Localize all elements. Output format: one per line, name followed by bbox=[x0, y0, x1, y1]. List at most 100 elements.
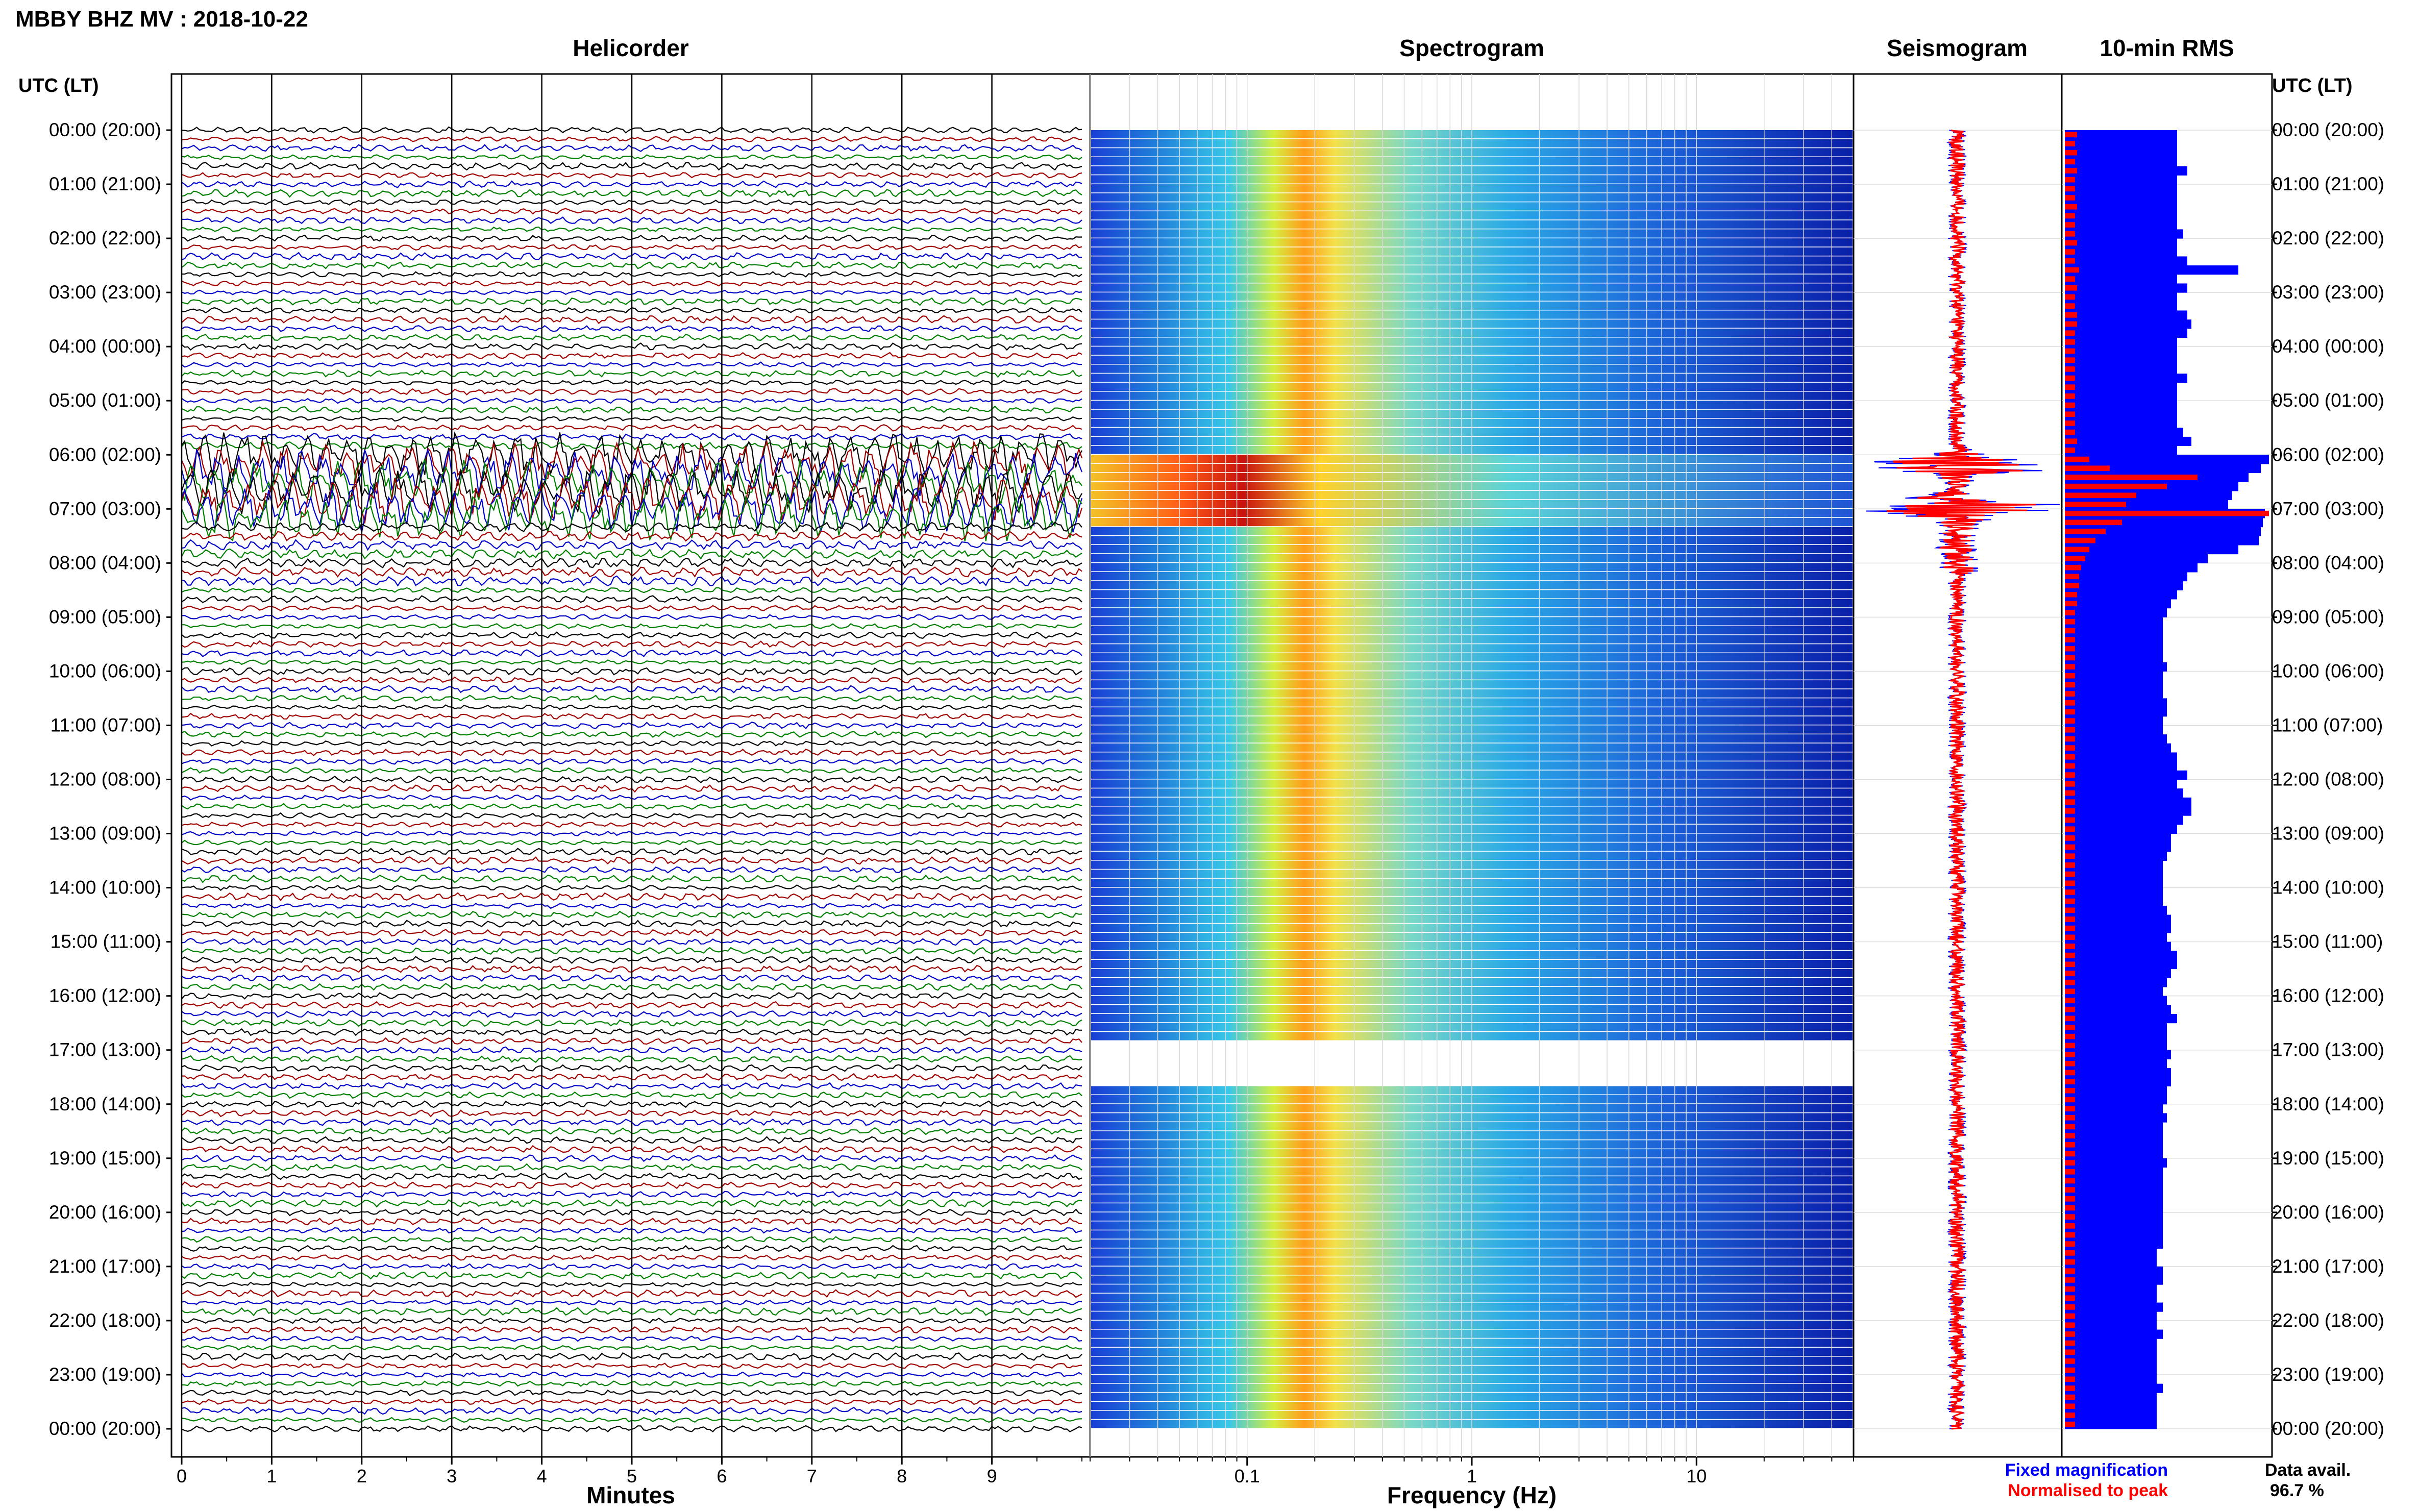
rms-fixed-bar bbox=[2065, 671, 2163, 681]
time-tick-label-left: 06:00 (02:00) bbox=[49, 444, 161, 465]
spectrogram-grid bbox=[1090, 74, 1854, 1457]
rms-normalised-bar bbox=[2065, 240, 2077, 246]
rms-normalised-bar bbox=[2065, 979, 2075, 985]
rms-normalised-bar bbox=[2065, 718, 2075, 724]
minute-tick-label: 1 bbox=[266, 1466, 277, 1486]
rms-normalised-bar bbox=[2065, 700, 2075, 706]
minute-tick-label: 4 bbox=[537, 1466, 547, 1486]
time-tick-label-left: 16:00 (12:00) bbox=[49, 985, 161, 1006]
rms-normalised-bar bbox=[2065, 1304, 2075, 1310]
rms-normalised-bar bbox=[2065, 1385, 2075, 1391]
rms-fixed-bar bbox=[2065, 1032, 2167, 1042]
rms-normalised-bar bbox=[2065, 231, 2075, 237]
rms-fixed-bar bbox=[2065, 1239, 2163, 1249]
rms-normalised-bar bbox=[2065, 853, 2075, 859]
rms-fixed-bar bbox=[2065, 806, 2191, 816]
rms-fixed-bar bbox=[2065, 175, 2177, 185]
rms-normalised-bar bbox=[2065, 601, 2077, 607]
rms-fixed-bar bbox=[2065, 572, 2187, 582]
rms-fixed-bar bbox=[2065, 617, 2163, 627]
seismogram-panel bbox=[1853, 73, 2063, 1458]
rms-normalised-bar bbox=[2065, 1394, 2075, 1400]
helicorder-panel-title: Helicorder bbox=[573, 35, 689, 61]
rms-fixed-bar bbox=[2065, 932, 2167, 943]
rms-normalised-bar bbox=[2065, 502, 2126, 507]
time-tick-label-right: 04:00 (00:00) bbox=[2272, 336, 2384, 357]
rms-fixed-bar bbox=[2065, 554, 2208, 563]
time-tick-label-right: 05:00 (01:00) bbox=[2272, 390, 2384, 411]
rms-normalised-bar bbox=[2065, 348, 2075, 354]
rms-fixed-bar bbox=[2065, 1149, 2163, 1159]
rms-normalised-bar bbox=[2065, 971, 2075, 976]
time-tick-label-left: 00:00 (20:00) bbox=[49, 1418, 161, 1439]
rms-fixed-bar bbox=[2065, 698, 2167, 708]
rms-normalised-bar bbox=[2065, 961, 2075, 968]
minute-tick-label: 5 bbox=[627, 1466, 637, 1486]
rms-normalised-bar bbox=[2065, 276, 2075, 282]
rms-fixed-bar bbox=[2065, 1356, 2157, 1366]
legend-normalised-to-peak: Normalised to peak bbox=[2008, 1481, 2168, 1500]
time-tick-label-right: 19:00 (15:00) bbox=[2272, 1148, 2384, 1169]
rms-normalised-bar bbox=[2065, 844, 2075, 850]
rms-normalised-bar bbox=[2065, 303, 2075, 309]
time-tick-label-right: 12:00 (08:00) bbox=[2272, 769, 2384, 790]
rms-normalised-bar bbox=[2065, 339, 2075, 345]
minute-tick-label: 0 bbox=[177, 1466, 187, 1486]
rms-normalised-bar bbox=[2065, 1241, 2075, 1247]
rms-normalised-bar bbox=[2065, 375, 2075, 381]
rms-normalised-bar bbox=[2065, 510, 2269, 516]
rms-normalised-bar bbox=[2065, 664, 2075, 670]
rms-fixed-bar bbox=[2065, 851, 2167, 861]
rms-normalised-bar bbox=[2065, 1060, 2075, 1067]
rms-normalised-bar bbox=[2065, 1349, 2075, 1355]
rms-normalised-bar bbox=[2065, 465, 2110, 472]
helicorder-x-axis: 0 1 2 3 4 5 6 7 8 9 bbox=[177, 1457, 1082, 1486]
rms-normalised-bar bbox=[2065, 1250, 2075, 1256]
seismogram-normalised-line bbox=[1887, 129, 2036, 1430]
rms-normalised-bar bbox=[2065, 799, 2075, 805]
rms-fixed-bar bbox=[2065, 374, 2187, 383]
rms-fixed-bar bbox=[2065, 1014, 2177, 1024]
seismogram-panel-title: Seismogram bbox=[1887, 35, 2028, 61]
rms-normalised-bar bbox=[2065, 366, 2075, 372]
rms-fixed-bar bbox=[2065, 256, 2187, 266]
rms-normalised-bar bbox=[2065, 1142, 2075, 1148]
rms-normalised-bar bbox=[2065, 637, 2075, 642]
time-tick-label-left: 19:00 (15:00) bbox=[49, 1148, 161, 1169]
rms-fixed-bar bbox=[2065, 283, 2187, 293]
rms-fixed-bar bbox=[2065, 202, 2177, 212]
time-tick-label-right: 11:00 (07:00) bbox=[2272, 714, 2383, 735]
rms-normalised-bar bbox=[2065, 1322, 2075, 1328]
rms-normalised-bar bbox=[2065, 1403, 2075, 1409]
time-axis-label-left: UTC (LT) bbox=[18, 75, 99, 96]
rms-normalised-bar bbox=[2065, 1340, 2075, 1346]
rms-normalised-bar bbox=[2065, 835, 2075, 841]
rms-normalised-bar bbox=[2065, 790, 2075, 796]
rms-normalised-bar bbox=[2065, 1106, 2075, 1111]
rms-normalised-bar bbox=[2065, 591, 2077, 598]
time-tick-label-right: 06:00 (02:00) bbox=[2272, 444, 2384, 465]
rms-normalised-bar bbox=[2065, 1052, 2075, 1057]
frequency-tick-label: 1 bbox=[1467, 1466, 1477, 1486]
rms-fixed-bar bbox=[2065, 1050, 2171, 1059]
rms-fixed-bar bbox=[2065, 941, 2171, 951]
rms-normalised-bar bbox=[2065, 1133, 2075, 1138]
rms-normalised-bar bbox=[2065, 673, 2075, 679]
rms-normalised-bar bbox=[2065, 1196, 2075, 1202]
rms-normalised-bar bbox=[2065, 1412, 2075, 1418]
rms-fixed-bar bbox=[2065, 229, 2183, 239]
rms-fixed-bar bbox=[2065, 148, 2177, 158]
rms-fixed-bar bbox=[2065, 544, 2238, 555]
rms-normalised-bar bbox=[2065, 1313, 2075, 1319]
time-tick-label-left: 23:00 (19:00) bbox=[49, 1364, 161, 1385]
rms-normalised-bar bbox=[2065, 537, 2095, 543]
rms-fixed-bar bbox=[2065, 157, 2177, 167]
rms-normalised-bar bbox=[2065, 483, 2167, 489]
rms-normalised-bar bbox=[2065, 1187, 2075, 1193]
rms-fixed-bar bbox=[2065, 644, 2163, 654]
rms-fixed-bar bbox=[2065, 1248, 2157, 1258]
rms-normalised-bar bbox=[2065, 1331, 2075, 1337]
rms-fixed-bar bbox=[2065, 680, 2163, 690]
rms-fixed-bar bbox=[2065, 184, 2177, 194]
rms-fixed-bar bbox=[2065, 951, 2177, 960]
